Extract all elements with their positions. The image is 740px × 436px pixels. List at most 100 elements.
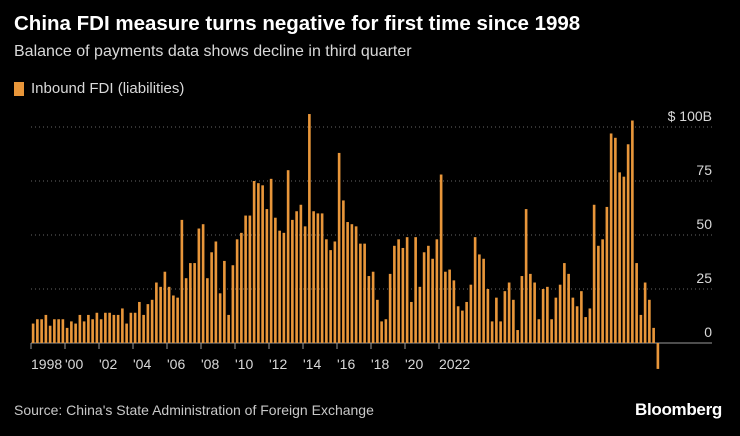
- bar: [639, 314, 643, 343]
- y-tick-label: $ 100B: [668, 108, 712, 124]
- bar: [308, 114, 311, 343]
- bar: [133, 312, 137, 343]
- bar: [495, 297, 498, 343]
- bar: [414, 237, 417, 343]
- bar: [363, 243, 366, 343]
- bar: [520, 276, 524, 343]
- bar: [155, 282, 158, 343]
- bar: [558, 284, 562, 343]
- bar: [257, 183, 260, 343]
- bar: [116, 314, 120, 343]
- bar: [626, 144, 630, 343]
- bar: [244, 215, 247, 343]
- bar: [478, 254, 481, 343]
- bar: [31, 323, 35, 343]
- bar: [176, 297, 179, 343]
- x-tick-label: '06: [167, 356, 185, 372]
- x-tick-label: 1998: [31, 356, 62, 372]
- bar: [150, 299, 154, 343]
- bar: [405, 237, 409, 343]
- bar: [269, 178, 273, 343]
- bar: [529, 273, 532, 343]
- bar: [648, 299, 651, 343]
- bar: [427, 245, 430, 343]
- x-tick-label: '20: [405, 356, 423, 372]
- x-tick-label: '12: [269, 356, 287, 372]
- bar: [601, 239, 604, 343]
- source-note: Source: China's State Administration of …: [14, 402, 374, 418]
- bar: [503, 291, 507, 343]
- bar: [652, 327, 655, 343]
- bar: [82, 321, 86, 343]
- legend-label: Inbound FDI (liabilities): [31, 80, 185, 97]
- bar: [635, 263, 638, 343]
- bar: [597, 245, 600, 343]
- bar: [70, 321, 73, 343]
- bar: [159, 286, 162, 343]
- bar: [512, 299, 515, 343]
- bloomberg-logo: Bloomberg: [634, 400, 722, 419]
- bar: [210, 252, 213, 343]
- bar: [316, 213, 320, 343]
- bar: [36, 319, 39, 343]
- legend-swatch: [14, 81, 24, 96]
- bar: [193, 263, 196, 343]
- bar: [418, 286, 422, 343]
- bar: [359, 243, 362, 343]
- x-tick-label: '16: [337, 356, 355, 372]
- y-tick-label: 25: [696, 270, 712, 286]
- bar: [507, 282, 511, 343]
- bar: [333, 241, 337, 343]
- bar: [78, 314, 82, 343]
- bar: [48, 325, 52, 343]
- bar: [227, 314, 230, 343]
- bar: [439, 174, 443, 343]
- legend: Inbound FDI (liabilities): [14, 80, 184, 97]
- x-axis-labels: 1998'00 '02 '04 '06 '08 '10 '12 '14 '16 '18 '20 202…: [30, 343, 470, 372]
- bar: [490, 321, 494, 343]
- bar: [456, 306, 460, 343]
- bar: [346, 222, 349, 343]
- bar: [465, 301, 468, 343]
- bar: [354, 226, 358, 343]
- bar: [469, 284, 473, 343]
- bar: [584, 317, 587, 343]
- bar: [201, 224, 205, 343]
- bar: [223, 260, 226, 343]
- bar: [53, 319, 56, 343]
- bar: [214, 241, 218, 343]
- bar: [397, 239, 400, 343]
- bar: [588, 308, 592, 343]
- bar: [206, 278, 209, 343]
- bar: [482, 258, 485, 343]
- bar: [320, 213, 324, 343]
- bar: [550, 319, 553, 343]
- x-tick-label: '02: [99, 356, 117, 372]
- x-tick-label: '10: [235, 356, 253, 372]
- bar: [367, 276, 371, 343]
- bar: [431, 258, 434, 343]
- bar: [312, 211, 315, 343]
- bar: [278, 230, 281, 343]
- bar: [197, 228, 201, 343]
- bar: [146, 304, 150, 343]
- bar: [218, 293, 222, 343]
- bar: [618, 172, 621, 343]
- bar: [580, 291, 583, 343]
- bar: [448, 269, 451, 343]
- bar: [240, 232, 243, 343]
- chart-title: China FDI measure turns negative for fir…: [14, 12, 581, 35]
- bar: [248, 215, 252, 343]
- bar: [384, 319, 388, 343]
- bar: [91, 319, 94, 343]
- bar: [622, 176, 626, 343]
- bar: [567, 273, 570, 343]
- bar: [537, 319, 541, 343]
- bar: [282, 232, 286, 343]
- bar: [410, 301, 413, 343]
- bar: [286, 170, 290, 343]
- bar: [265, 209, 269, 343]
- bar: [605, 206, 609, 343]
- bar: [261, 185, 264, 343]
- bar: [231, 265, 235, 343]
